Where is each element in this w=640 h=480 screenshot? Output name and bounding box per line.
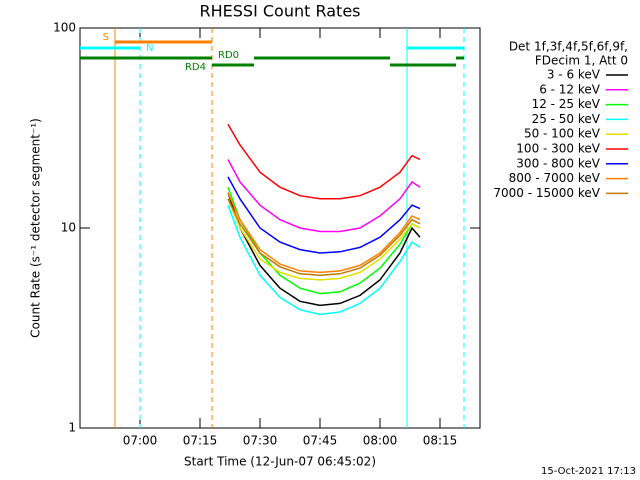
- y-tick-label: 10: [61, 221, 76, 235]
- x-tick-label: 08:15: [423, 434, 458, 448]
- legend-label: 12 - 25 keV: [532, 97, 601, 111]
- series-line: [227, 192, 421, 307]
- state-label: RD0: [218, 50, 239, 61]
- legend-label: 25 - 50 keV: [532, 112, 601, 126]
- x-tick-label: 07:00: [123, 434, 158, 448]
- x-tick-label: 07:15: [183, 434, 218, 448]
- series-line: [227, 192, 421, 274]
- legend-title: FDecim 1, Att 0: [535, 54, 628, 68]
- state-label: RD4: [185, 62, 206, 73]
- x-tick-label: 08:00: [363, 434, 398, 448]
- series-line: [227, 204, 421, 316]
- footer: 15-Oct-2021 17:13: [541, 466, 636, 477]
- series-line: [227, 176, 421, 254]
- series-line: [227, 159, 421, 233]
- x-tick-label: 07:45: [303, 434, 338, 448]
- chart-title: RHESSI Count Rates: [200, 2, 361, 21]
- y-tick-label: 100: [53, 21, 76, 35]
- legend-label: 50 - 100 keV: [524, 127, 601, 141]
- series-line: [227, 198, 421, 277]
- state-label: N: [146, 43, 153, 54]
- legend-label: 100 - 300 keV: [516, 142, 600, 156]
- legend-label: 6 - 12 keV: [539, 82, 601, 96]
- legend-label: 800 - 7000 keV: [509, 171, 601, 185]
- state-label: S: [103, 32, 109, 43]
- x-axis-label: Start Time (12-Jun-07 06:45:02): [184, 455, 376, 469]
- series-line: [227, 123, 421, 200]
- y-axis-label: Count Rate (s⁻¹ detector segment⁻¹): [29, 118, 43, 338]
- legend-label: 7000 - 15000 keV: [493, 186, 600, 200]
- legend-title: Det 1f,3f,4f,5f,6f,9f,: [509, 40, 628, 54]
- series-line: [227, 198, 421, 281]
- legend-label: 3 - 6 keV: [547, 68, 601, 82]
- y-tick-label: 1: [68, 421, 76, 435]
- x-tick-label: 07:30: [243, 434, 278, 448]
- legend-label: 300 - 800 keV: [516, 156, 600, 170]
